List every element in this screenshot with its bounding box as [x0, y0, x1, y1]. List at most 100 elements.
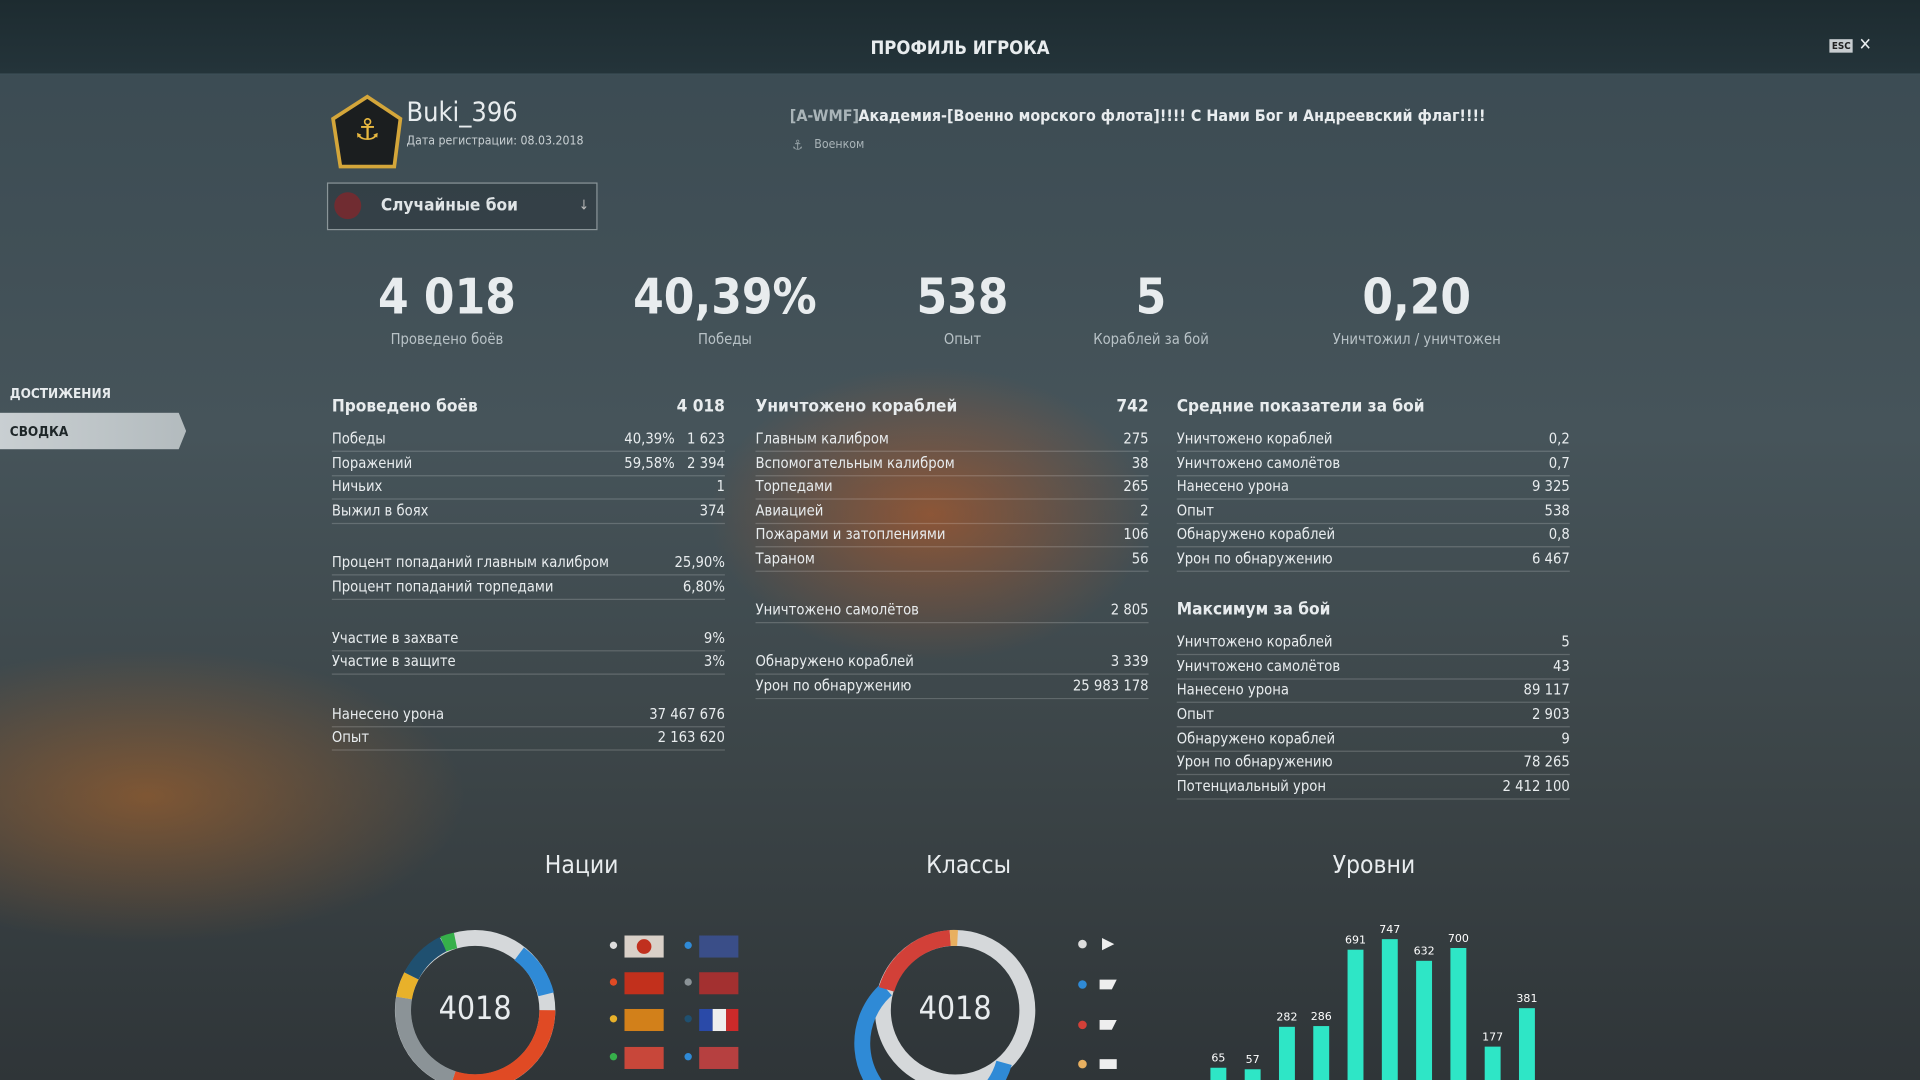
stat-row: Обнаружено кораблей 9 [1176, 727, 1570, 752]
stat-value: 374 [699, 501, 725, 519]
stat-row: Победы 40,39% 1 623 [331, 427, 725, 452]
level-label: 747 [1379, 923, 1400, 936]
level-bar [1278, 1026, 1295, 1080]
stat-label: Участие в защите [331, 653, 456, 671]
clan-tag[interactable]: [A-WMF] [789, 107, 860, 127]
level-bar [1210, 1067, 1227, 1080]
stat-label: Пожарами и затоплениями [755, 525, 946, 543]
sidebar-item[interactable]: ДОСТИЖЕНИЯ [0, 376, 184, 410]
stat-label: Потенциальный урон [1176, 777, 1327, 795]
close-icon[interactable]: ✕ [1858, 35, 1872, 56]
stat-label: Обнаружено кораблей [755, 653, 914, 671]
stat-value: 78 265 [1523, 753, 1570, 771]
stat-row: Уничтожено самолётов 43 [1176, 655, 1570, 680]
stat-row: Нанесено урона 9 325 [1176, 475, 1570, 500]
clan-name[interactable]: Академия-[Военно морского флота]!!!! С Н… [858, 107, 1486, 127]
level-label: 57 [1246, 1053, 1260, 1066]
page-title: ПРОФИЛЬ ИГРОКА [870, 36, 1050, 59]
donut-total: 4018 [438, 990, 512, 1028]
summary-value: 40,39% [633, 269, 817, 326]
stat-row: Вспомогательным калибром 38 [755, 451, 1149, 476]
stat-row: Уничтожено кораблей 5 [1176, 631, 1570, 656]
stat-row: Опыт 2 163 620 [331, 726, 725, 751]
stat-label: Уничтожено самолётов [755, 601, 919, 619]
stat-row: Уничтожено самолётов 0,7 [1176, 451, 1570, 476]
stat-label: Опыт [1176, 501, 1214, 519]
stat-label: Обнаружено кораблей [1176, 729, 1336, 747]
stat-value: 2 394 [687, 453, 725, 471]
section-title: Максимум за бой [1176, 600, 1331, 620]
stat-label: Опыт [331, 728, 370, 746]
section-value: 4 018 [676, 396, 725, 417]
stat-label: Участие в захвате [331, 629, 459, 647]
stat-row: Участие в защите 3% [331, 651, 725, 676]
stat-value: 25 983 178 [1072, 677, 1149, 695]
stat-row: Урон по обнаружению 25 983 178 [755, 675, 1149, 700]
stat-value: 5 [1561, 633, 1570, 651]
stat-row: Авиацией 2 [755, 499, 1149, 524]
stat-value: 0,8 [1548, 525, 1570, 543]
stat-label: Нанесено урона [331, 704, 445, 722]
stat-label: Обнаружено кораблей [1176, 525, 1336, 543]
level-bar [1484, 1046, 1501, 1080]
nation-legend [609, 935, 739, 1069]
level-bar [1416, 960, 1433, 1080]
stat-row: Опыт 2 903 [1176, 703, 1570, 728]
stat-row: Уничтожено самолётов 2 805 [755, 599, 1149, 624]
stat-row: Процент попаданий торпедами 6,80% [331, 575, 725, 600]
level-label: 177 [1482, 1031, 1503, 1044]
section-title: Средние показатели за бой [1176, 396, 1425, 417]
stat-label: Нанесено урона [1176, 681, 1289, 699]
esc-button[interactable]: ESC [1829, 39, 1854, 53]
level-label: 286 [1311, 1010, 1332, 1023]
chart-title: Уровни [1332, 849, 1416, 880]
stat-label: Уничтожено самолётов [1176, 453, 1341, 471]
donut-total: 4018 [918, 990, 992, 1028]
stat-row: Урон по обнаружению 78 265 [1176, 751, 1570, 776]
level-label: 691 [1345, 934, 1366, 947]
section-title: Проведено боёв [331, 396, 478, 417]
stat-value: 9% [703, 629, 725, 647]
stat-value: 2 903 [1531, 705, 1570, 723]
stat-row: Участие в захвате 9% [331, 627, 725, 652]
summary-value: 0,20 [1362, 269, 1472, 326]
stat-value: 25,90% [674, 553, 725, 571]
registration-date: Дата регистрации: 08.03.2018 [406, 134, 584, 149]
stat-value: 38 [1131, 453, 1149, 471]
stat-row: Главным калибром 275 [755, 427, 1149, 452]
stat-row: Выжил в боях 374 [331, 499, 725, 524]
stat-label: Уничтожено кораблей [1176, 633, 1333, 651]
clan-role: Военком [814, 138, 865, 152]
stat-label: Урон по обнаружению [1176, 549, 1333, 567]
level-bar [1381, 939, 1398, 1080]
level-bar [1313, 1026, 1330, 1080]
stat-value: 6 467 [1531, 549, 1570, 567]
section-value: 742 [1116, 396, 1149, 417]
stat-value: 56 [1131, 549, 1149, 567]
stat-label: Победы [331, 429, 386, 447]
chart-title: Классы [926, 849, 1011, 880]
level-bar [1347, 949, 1364, 1080]
level-label: 65 [1211, 1052, 1225, 1065]
stat-row: Торпедами 265 [755, 475, 1149, 500]
stat-label: Поражений [331, 453, 413, 471]
stat-value: 265 [1123, 477, 1149, 495]
stat-value: 9 325 [1531, 477, 1570, 495]
stat-label: Вспомогательным калибром [755, 453, 955, 471]
level-bar [1518, 1008, 1535, 1080]
stat-value: 6,80% [682, 577, 725, 595]
rank-emblem [331, 94, 403, 169]
stat-row: Опыт 538 [1176, 499, 1570, 524]
mode-dropdown[interactable]: Случайные бои ↓ [326, 182, 598, 231]
stat-label: Торпедами [755, 477, 833, 495]
stat-value: 1 [716, 477, 725, 495]
stat-label: Опыт [1176, 705, 1214, 723]
summary-label: Кораблей за бой [1093, 330, 1209, 348]
summary-label: Проведено боёв [390, 330, 504, 348]
chart-title: Нации [544, 849, 619, 880]
stat-value: 538 [1544, 501, 1570, 519]
sidebar-item-active[interactable]: СВОДКА [0, 412, 187, 450]
